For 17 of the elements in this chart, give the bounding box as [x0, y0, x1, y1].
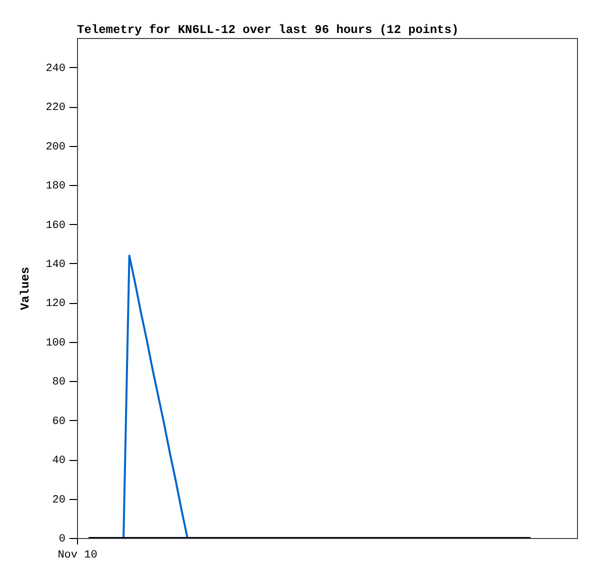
y-tick-label: 240	[46, 62, 66, 75]
y-tick-label: 60	[52, 416, 66, 428]
line-series	[122, 254, 188, 538]
y-axis-title: Values	[18, 266, 33, 310]
y-tick-label: 200	[46, 141, 66, 154]
y-tick-label: 140	[46, 258, 66, 271]
y-tick-label: 40	[52, 455, 66, 468]
y-tick-label: 80	[52, 376, 66, 389]
y-tick-label: 120	[46, 298, 66, 310]
y-tick-label: 100	[46, 337, 66, 350]
y-tick-label: 0	[58, 534, 66, 546]
y-tick-label: 220	[46, 102, 66, 114]
x-tick-label: Nov 10	[58, 550, 98, 562]
y-tick-label: 160	[46, 220, 66, 232]
chart-title: Telemetry for KN6LL-12 over last 96 hours (12 points)	[77, 23, 459, 37]
y-tick-label: 180	[46, 180, 66, 193]
y-tick-label: 20	[52, 494, 66, 506]
